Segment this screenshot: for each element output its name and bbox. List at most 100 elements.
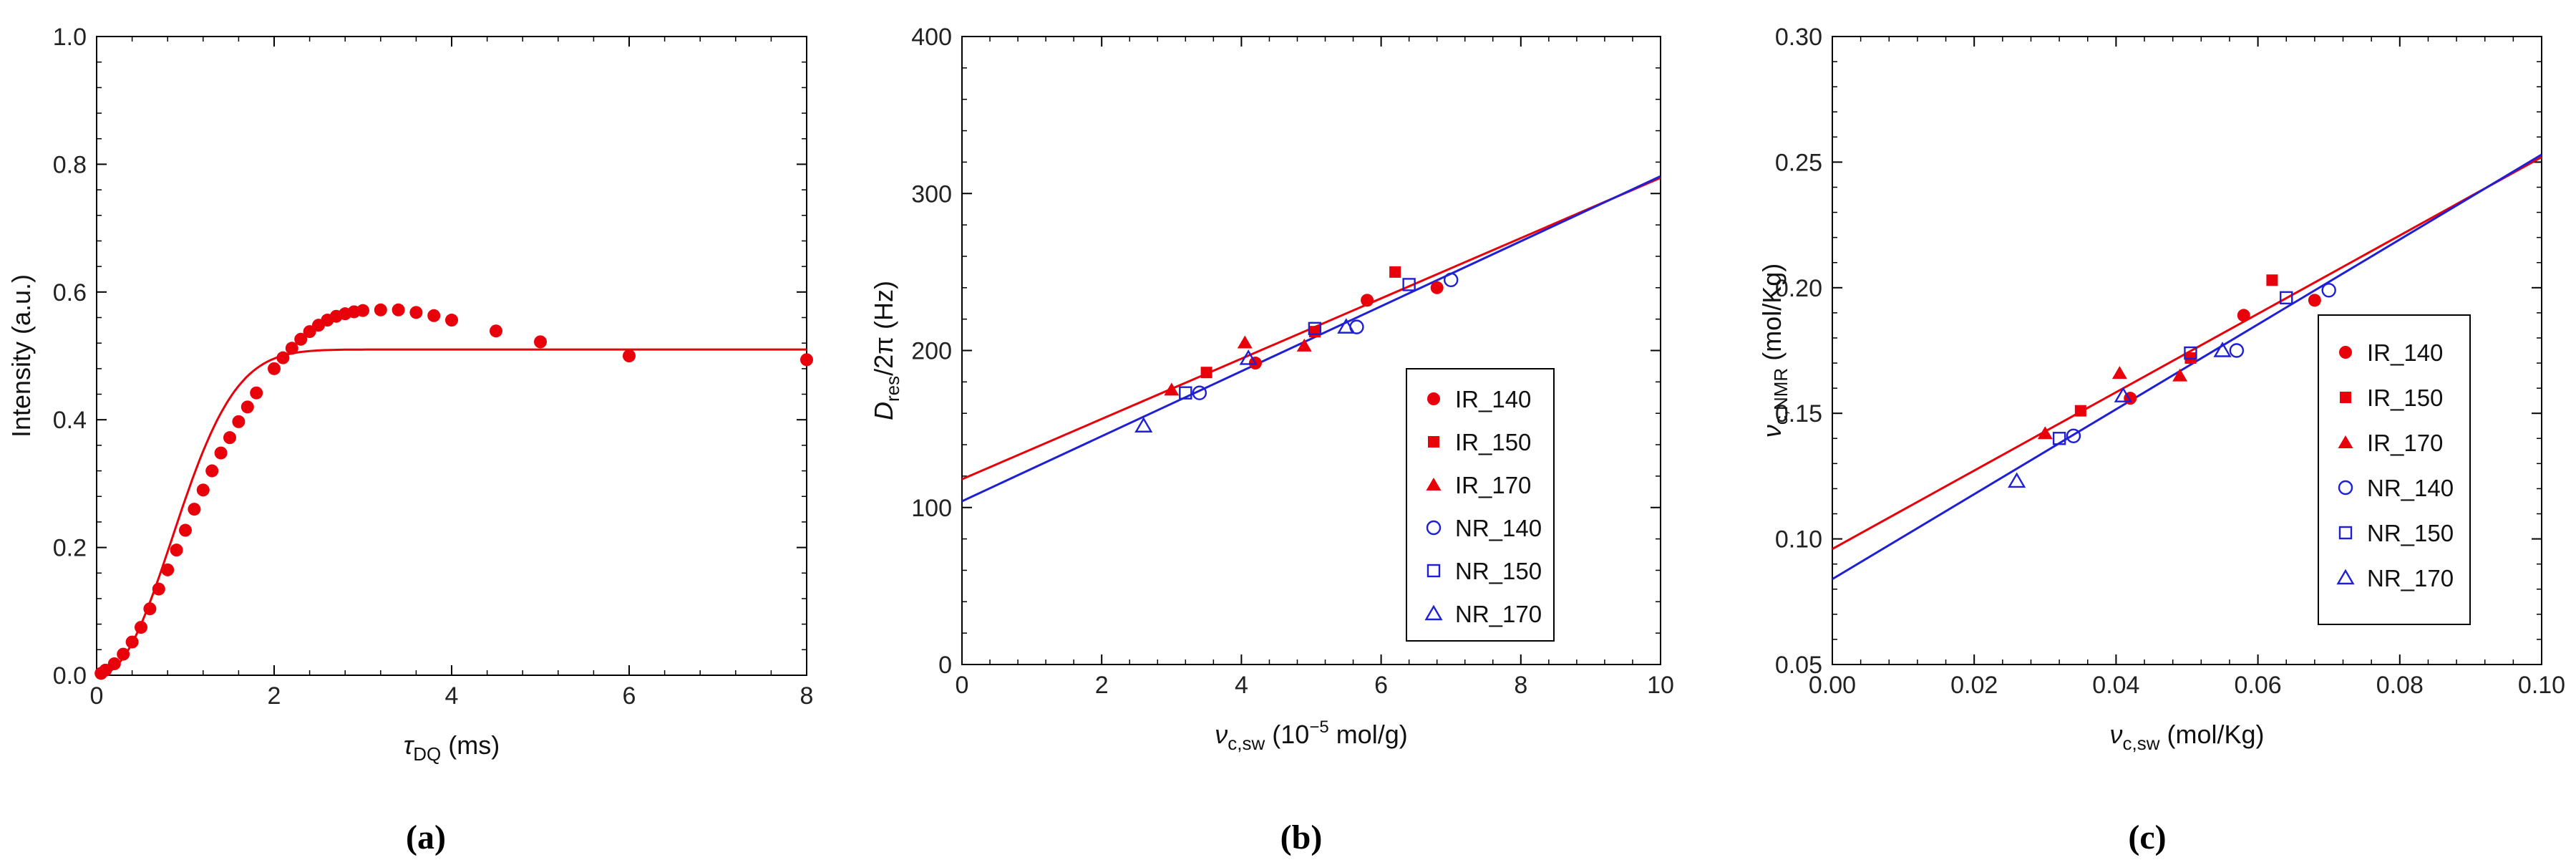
- y-axis-unit: /2π (Hz): [869, 281, 898, 376]
- plot-frame: [961, 36, 1661, 665]
- data-point-nr-170: [2008, 472, 2026, 488]
- data-point-ir-150: [1308, 326, 1321, 338]
- data-point-nr-150: [2280, 291, 2293, 305]
- legend-marker-nr-150: [1426, 564, 1441, 578]
- data-point-nr-150: [1308, 322, 1322, 336]
- legend-marker-ir-170: [2338, 435, 2353, 448]
- data-point-data: [161, 563, 175, 576]
- legend-label: NR_140: [2367, 475, 2454, 501]
- legend-label: NR_150: [1455, 558, 1542, 584]
- data-point-data: [179, 523, 192, 537]
- panel-caption: (b): [1280, 818, 1323, 856]
- data-point-data: [285, 342, 298, 355]
- y-axis-symbol: D: [869, 402, 898, 420]
- data-point-ir-150: [2074, 405, 2086, 417]
- data-point-ir-140: [1361, 294, 1374, 307]
- data-point-data: [240, 400, 254, 414]
- y-tick-label: 0.2: [53, 535, 87, 562]
- x-tick-label: 0.06: [2235, 672, 2282, 699]
- x-axis-unit-end: mol/g): [1329, 720, 1408, 749]
- legend-label: IR_170: [1455, 472, 1531, 498]
- x-axis-label: τDQ (ms): [404, 730, 500, 765]
- x-axis-label: νc,sw (mol/Kg): [2109, 720, 2264, 754]
- data-point-ir-150: [2266, 274, 2278, 286]
- x-axis-unit: (mol/Kg): [2159, 720, 2264, 749]
- legend-label: IR_170: [2367, 430, 2443, 456]
- x-axis-symbol: ν: [1215, 720, 1228, 749]
- y-tick-label: 0.05: [1775, 652, 1822, 679]
- legend-label: NR_140: [1455, 515, 1542, 541]
- data-point-nr-170: [2114, 387, 2132, 402]
- y-tick-label: 1.0: [53, 24, 87, 51]
- x-tick-label: 0.00: [1809, 672, 1856, 699]
- data-point-data: [250, 386, 263, 400]
- plot-frame: [1832, 36, 2542, 665]
- legend-box: [1406, 368, 1555, 642]
- y-tick-label: 0.8: [53, 151, 87, 178]
- x-tick-label: 4: [1235, 672, 1248, 699]
- x-tick-label: 0: [90, 682, 104, 710]
- data-point-data: [196, 483, 210, 497]
- chart-panel-a: 0 2 4 6 8 0.0 0.2 0.4 0.6 0.8 1.0 τDQ (ms) Intensity…: [6, 24, 813, 856]
- data-point-data: [152, 582, 165, 596]
- x-axis-subscript: DQ: [413, 743, 441, 765]
- data-point-ir-170: [1296, 338, 1312, 352]
- data-point-data: [276, 351, 290, 364]
- data-point-data: [623, 349, 636, 362]
- chart-panel-c: 0.00 0.02 0.04 0.06 0.08 0.10 0.05 0.10 0.15 0.20…: [1757, 24, 2565, 856]
- y-axis-subscript: c,NMR: [1770, 368, 1792, 425]
- x-axis-unit: (10: [1265, 720, 1309, 749]
- y-tick-label: 0.10: [1775, 526, 1822, 554]
- x-tick-label: 4: [445, 682, 459, 710]
- y-tick-label: 0.0: [53, 662, 87, 690]
- x-tick-label: 10: [1647, 672, 1674, 699]
- y-axis-symbol: ν: [1757, 425, 1787, 438]
- legend-label: NR_170: [2367, 565, 2454, 591]
- legend-label: IR_150: [2367, 385, 2443, 411]
- legend-marker-ir-140: [2339, 346, 2352, 359]
- legend-label: IR_150: [1455, 429, 1531, 455]
- y-tick-label: 0.30: [1775, 24, 1822, 51]
- x-tick-label: 8: [800, 682, 814, 710]
- legend-marker-ir-140: [1427, 392, 1440, 405]
- legend-marker-nr-140: [2338, 480, 2353, 496]
- legend-marker-nr-170: [1424, 604, 1443, 621]
- panel-caption: (a): [406, 818, 446, 856]
- data-point-data: [223, 431, 236, 445]
- data-point-data: [117, 647, 130, 661]
- x-tick-label: 0.10: [2518, 672, 2565, 699]
- y-tick-label: 400: [911, 24, 952, 51]
- data-point-data: [427, 309, 441, 322]
- chart-panel-b: 0 2 4 6 8 100100200300400IR_140IR_150IR_170NR…: [869, 24, 1674, 856]
- data-point-nr-170: [1239, 349, 1258, 365]
- legend-label: NR_150: [2367, 520, 2454, 546]
- legend-marker-ir-150: [2340, 392, 2351, 403]
- legend: IR_140 IR_150 IR_170 NR_140 NR_150 NR_170: [1406, 368, 1555, 642]
- legend-marker-nr-170: [2336, 569, 2355, 585]
- data-point-ir-170: [1237, 335, 1253, 349]
- data-point-ir-140: [1430, 281, 1444, 294]
- nr-fit-line: [962, 175, 1661, 503]
- data-point-data: [232, 415, 246, 428]
- x-axis-subscript: c,sw: [1228, 733, 1265, 754]
- legend-marker-nr-140: [1426, 520, 1442, 536]
- data-point-nr-170: [2213, 342, 2232, 357]
- data-point-nr-140: [1443, 272, 1459, 288]
- data-point-ir-140: [2308, 294, 2321, 307]
- data-point-data: [409, 306, 423, 319]
- y-axis-unit: (mol/Kg): [1757, 264, 1787, 368]
- y-tick-label: 0.15: [1775, 400, 1822, 427]
- x-tick-label: 0: [956, 672, 969, 699]
- data-point-nr-140: [2229, 343, 2245, 358]
- y-tick-label: 0: [938, 652, 952, 679]
- legend-label: NR_170: [1455, 601, 1542, 627]
- data-point-data: [534, 335, 547, 349]
- plot-frame: [96, 36, 807, 676]
- x-axis-subscript: c,sw: [2122, 733, 2159, 754]
- data-point-nr-170: [1337, 318, 1356, 334]
- y-tick-label: 0.4: [53, 407, 87, 434]
- data-point-data: [143, 602, 157, 616]
- data-point-nr-170: [1134, 417, 1153, 432]
- data-point-data: [800, 353, 813, 367]
